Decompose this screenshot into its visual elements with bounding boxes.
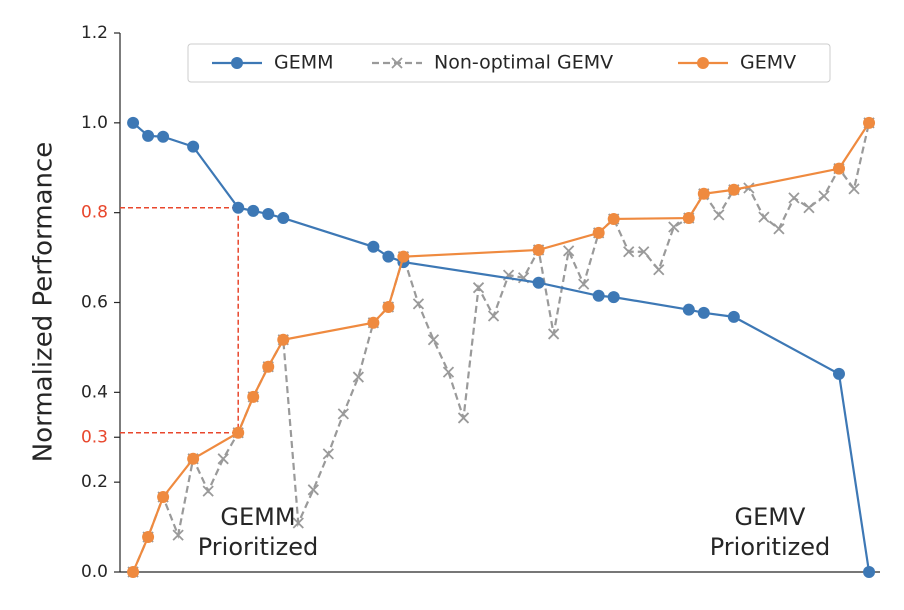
marker	[623, 246, 635, 258]
marker	[262, 208, 275, 221]
marker	[442, 366, 455, 378]
marker	[427, 334, 440, 346]
marker	[337, 408, 349, 420]
y-tick-label: 0.3	[81, 427, 108, 447]
marker	[262, 360, 275, 373]
marker	[247, 390, 260, 403]
annotation: Prioritized	[198, 533, 318, 561]
y-tick-label: 0.0	[81, 562, 108, 582]
marker	[127, 116, 140, 129]
marker	[532, 276, 545, 289]
y-tick-label: 0.2	[81, 472, 108, 492]
marker	[727, 183, 740, 196]
marker	[457, 412, 470, 424]
marker	[277, 212, 290, 225]
marker	[127, 566, 140, 578]
marker	[142, 530, 155, 543]
marker	[157, 490, 170, 503]
annotation: GEMV	[735, 503, 806, 531]
legend-label: Non-optimal GEMV	[434, 52, 613, 74]
annotation: GEMM	[220, 503, 295, 531]
marker	[472, 282, 485, 294]
marker	[697, 187, 710, 200]
marker	[532, 243, 545, 256]
marker	[592, 289, 605, 302]
marker	[202, 485, 214, 497]
y-tick-label: 0.6	[81, 293, 108, 313]
marker	[292, 517, 304, 529]
y-tick-label: 0.4	[81, 382, 108, 402]
marker	[487, 310, 500, 322]
marker	[832, 162, 845, 175]
marker	[788, 192, 800, 204]
legend-label: GEMM	[274, 52, 334, 74]
marker	[682, 212, 695, 225]
y-axis-label: Normalized Performance	[29, 142, 59, 462]
legend-box	[187, 43, 831, 83]
marker	[697, 306, 710, 319]
legend-label: GEMV	[740, 52, 796, 74]
marker	[653, 264, 665, 276]
marker	[322, 448, 334, 460]
marker	[277, 333, 290, 346]
y-tick-label: 0.8	[81, 203, 108, 223]
marker	[157, 130, 170, 143]
marker	[367, 316, 380, 329]
marker	[217, 453, 229, 465]
marker	[232, 426, 245, 439]
marker	[758, 211, 770, 223]
marker	[187, 140, 200, 153]
marker	[172, 529, 184, 541]
marker	[863, 566, 876, 578]
marker	[382, 300, 395, 313]
marker	[743, 182, 755, 194]
annotation: Prioritized	[710, 533, 830, 561]
marker	[247, 204, 260, 217]
legend-marker	[391, 57, 403, 69]
marker	[773, 223, 785, 235]
marker	[803, 202, 815, 214]
legend-marker	[697, 57, 709, 69]
marker	[307, 484, 319, 496]
marker	[382, 250, 395, 263]
marker	[352, 371, 365, 383]
marker	[412, 298, 425, 310]
marker	[607, 291, 620, 304]
y-tick-label: 1.2	[81, 23, 108, 43]
marker	[607, 212, 620, 225]
marker	[592, 226, 605, 239]
marker	[563, 245, 575, 257]
legend-marker	[231, 57, 243, 69]
marker	[727, 310, 740, 323]
marker	[578, 278, 590, 290]
marker	[232, 201, 245, 214]
marker	[142, 129, 155, 142]
marker	[863, 116, 876, 129]
marker	[818, 190, 830, 202]
marker	[547, 328, 560, 340]
marker	[832, 367, 845, 380]
marker	[668, 221, 680, 233]
marker	[682, 303, 695, 316]
y-tick-label: 1.0	[81, 113, 108, 133]
marker	[638, 246, 650, 258]
marker	[367, 240, 380, 253]
marker	[848, 183, 860, 195]
marker	[713, 209, 725, 221]
marker	[397, 250, 410, 263]
marker	[187, 452, 200, 465]
